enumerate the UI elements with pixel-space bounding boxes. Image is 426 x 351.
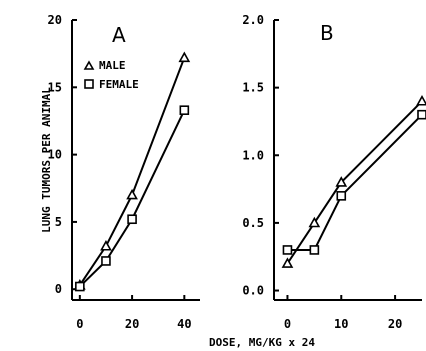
panel-b-axes bbox=[273, 19, 422, 301]
y-tick-label: 0 bbox=[55, 282, 62, 296]
panel-a-axes bbox=[71, 19, 200, 301]
panel-b-tick-labels: 0.0 0.5 1.0 1.5 2.0 0 10 20 bbox=[242, 13, 402, 331]
series-line-female bbox=[79, 109, 186, 288]
triangle-marker bbox=[416, 95, 426, 106]
legend-triangle-marker bbox=[83, 60, 95, 70]
panel-b-series bbox=[281, 95, 426, 268]
legend-label-female: FEMALE bbox=[99, 78, 139, 91]
square-marker bbox=[127, 214, 137, 225]
series-line-male bbox=[79, 57, 186, 286]
triangle-marker bbox=[178, 51, 191, 63]
x-axis-label: DOSE, MG/KG x 24 bbox=[209, 336, 315, 349]
y-tick-label: 5 bbox=[55, 215, 62, 229]
triangle-marker bbox=[126, 188, 138, 200]
square-marker bbox=[309, 245, 320, 255]
square-marker bbox=[417, 109, 426, 120]
legend-label-male: MALE bbox=[99, 59, 126, 72]
y-tick-label: 0.5 bbox=[242, 216, 264, 230]
y-tick-label: 20 bbox=[48, 13, 62, 27]
panel-b: B 0.0 0.5 1.0 1.5 2.0 0 10 20 bbox=[242, 13, 426, 331]
triangle-marker bbox=[335, 176, 348, 187]
square-marker bbox=[282, 245, 293, 255]
series-line-male bbox=[286, 100, 423, 265]
legend-square-marker bbox=[84, 79, 94, 89]
triangle-marker bbox=[308, 216, 321, 228]
panel-b-label: B bbox=[320, 21, 334, 45]
legend: MALE FEMALE bbox=[83, 59, 139, 91]
y-axis-label: LUNG TUMORS PER ANIMAL bbox=[40, 87, 53, 233]
triangle-marker bbox=[100, 240, 112, 251]
y-tick-label: 0.0 bbox=[242, 284, 264, 298]
panel-a: A LUNG TUMORS PER ANIMAL MALE FEMALE 0 5 1… bbox=[40, 13, 200, 331]
x-tick-label: 0 bbox=[284, 317, 291, 331]
square-marker bbox=[336, 191, 347, 201]
panel-a-tick-labels: 0 5 10 15 20 0 20 40 bbox=[48, 13, 192, 331]
triangle-marker bbox=[281, 257, 294, 268]
square-marker bbox=[75, 281, 85, 292]
x-tick-label: 10 bbox=[334, 317, 348, 331]
x-tick-label: 20 bbox=[388, 317, 402, 331]
x-tick-label: 20 bbox=[125, 317, 139, 331]
y-tick-label: 2.0 bbox=[242, 13, 264, 27]
y-tick-label: 15 bbox=[48, 80, 62, 94]
square-marker bbox=[179, 105, 190, 115]
square-marker bbox=[101, 256, 111, 266]
y-tick-label: 1.5 bbox=[242, 81, 264, 95]
y-tick-label: 1.0 bbox=[242, 148, 264, 162]
panel-a-series bbox=[73, 51, 191, 292]
x-tick-label: 40 bbox=[177, 317, 191, 331]
panel-a-label: A bbox=[112, 23, 126, 47]
x-tick-label: 0 bbox=[76, 317, 83, 331]
y-tick-label: 10 bbox=[48, 148, 62, 162]
series-line-female bbox=[287, 113, 423, 251]
